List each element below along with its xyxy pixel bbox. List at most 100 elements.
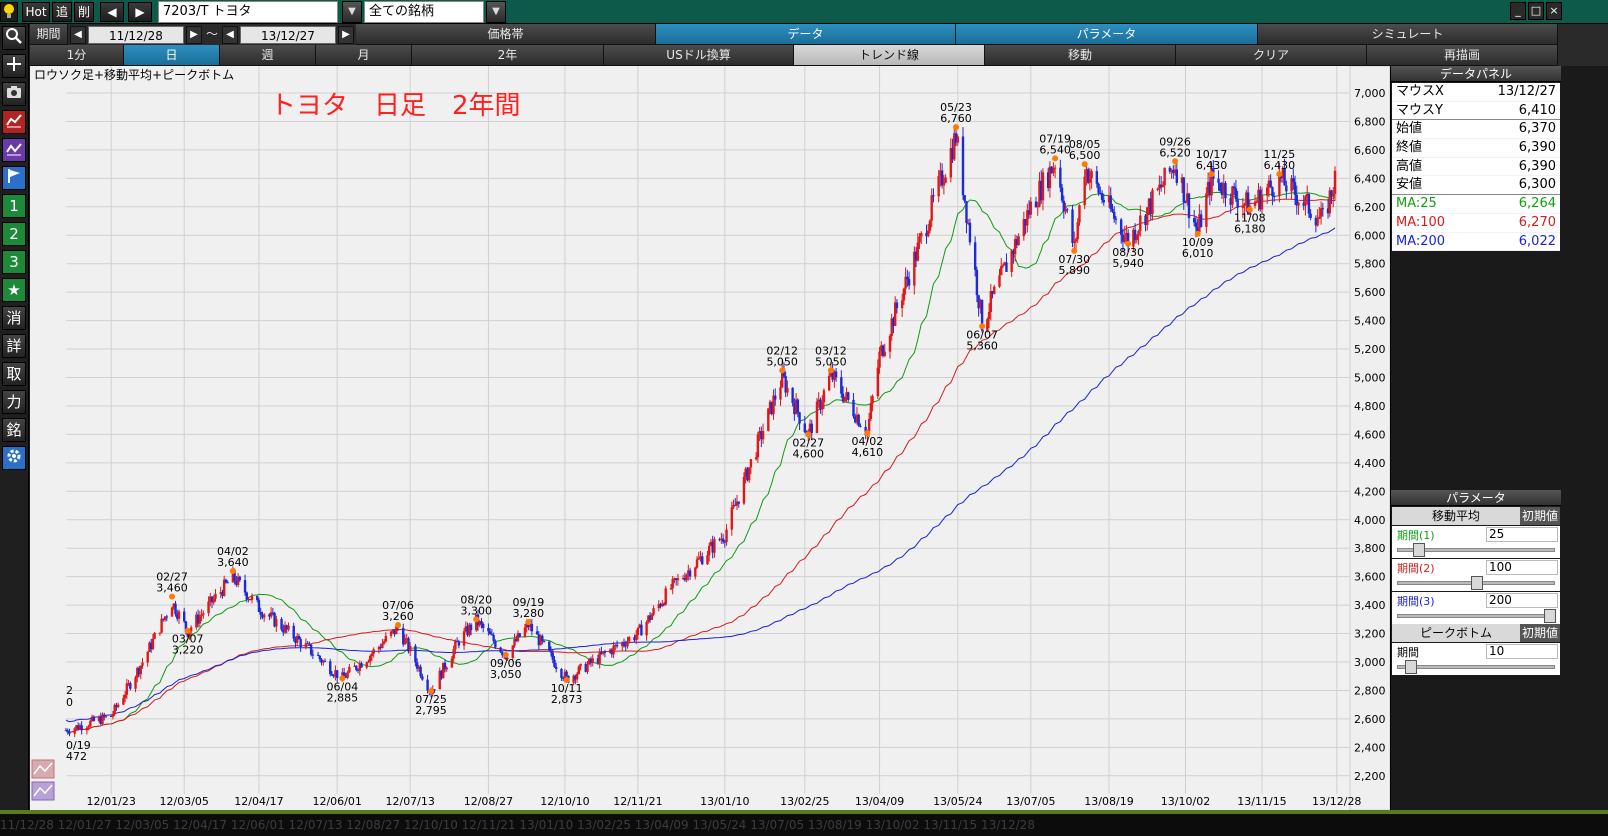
span-2year-button[interactable]: 2年 bbox=[412, 45, 604, 66]
indicator-icon[interactable] bbox=[2, 138, 26, 162]
candle-body bbox=[940, 170, 944, 186]
candle-body bbox=[113, 704, 116, 715]
universe-dropdown-icon[interactable]: ▼ bbox=[486, 1, 506, 23]
overlay-indicator-icon[interactable] bbox=[31, 781, 55, 801]
range-month-button[interactable]: 月 bbox=[316, 45, 412, 66]
range-1min-button[interactable]: 1分 bbox=[30, 45, 124, 66]
candle-body bbox=[810, 423, 813, 434]
close-button[interactable]: × bbox=[1546, 2, 1562, 20]
move-button[interactable]: 移動 bbox=[985, 45, 1176, 66]
candle-body bbox=[116, 704, 120, 708]
redraw-button[interactable]: 再描画 bbox=[1367, 45, 1558, 66]
slot-3-button[interactable]: 3 bbox=[2, 250, 26, 274]
next-symbol-button[interactable]: ▶ bbox=[128, 2, 152, 22]
symbol-list-button[interactable]: 銘 bbox=[2, 418, 26, 442]
usd-convert-button[interactable]: USドル換算 bbox=[604, 45, 794, 66]
peak-value-label: 2,873 bbox=[551, 693, 583, 706]
candle-body bbox=[979, 299, 982, 309]
x-tick-label: 12/06/01 bbox=[312, 795, 361, 808]
to-date-field[interactable]: 13/12/27 bbox=[240, 26, 336, 44]
from-prev-arrow[interactable]: ◀ bbox=[70, 26, 86, 44]
star-icon[interactable]: ★ bbox=[2, 278, 26, 302]
symbol-dropdown-icon[interactable]: ▼ bbox=[342, 1, 362, 23]
flag-icon[interactable] bbox=[2, 166, 26, 190]
pb-period-input[interactable]: 10 bbox=[1486, 644, 1558, 659]
minimize-button[interactable]: _ bbox=[1510, 2, 1526, 20]
period3-input[interactable]: 200 bbox=[1486, 593, 1558, 608]
tab-data[interactable]: データ bbox=[656, 24, 956, 45]
candle-body bbox=[259, 611, 262, 615]
prev-symbol-button[interactable]: ◀ bbox=[100, 2, 124, 22]
tab-parameter[interactable]: パラメータ bbox=[956, 24, 1258, 45]
ma-reset-button[interactable]: 初期値 bbox=[1520, 507, 1560, 525]
maximize-button[interactable]: □ bbox=[1528, 2, 1544, 20]
candle-body bbox=[720, 538, 723, 540]
period3-thumb[interactable] bbox=[1544, 609, 1556, 623]
pb-reset-button[interactable]: 初期値 bbox=[1520, 624, 1560, 642]
to-prev-arrow[interactable]: ◀ bbox=[222, 26, 238, 44]
delete-button[interactable]: 削 bbox=[74, 2, 94, 22]
candlestick-chart[interactable]: 2,200 2,400 2,600 2,800 3,000 3,200 3,400 3,600… bbox=[30, 66, 1390, 810]
erase-button[interactable]: 消 bbox=[2, 306, 26, 330]
bulb-icon[interactable] bbox=[0, 2, 18, 22]
symbol-field[interactable]: 7203/T トヨタ bbox=[158, 1, 338, 23]
y-tick-label: 2,200 bbox=[1354, 770, 1386, 783]
search-icon[interactable] bbox=[2, 26, 26, 50]
candle-body bbox=[645, 621, 648, 636]
candle-body bbox=[1241, 205, 1245, 208]
tab-simulate[interactable]: シミュレート bbox=[1258, 24, 1558, 45]
detail-button[interactable]: 詳 bbox=[2, 334, 26, 358]
camera-icon[interactable] bbox=[2, 82, 26, 106]
from-date-field[interactable]: 11/12/28 bbox=[88, 26, 184, 44]
peak-marker bbox=[1052, 155, 1059, 162]
period1-thumb[interactable] bbox=[1412, 543, 1425, 557]
candle-body bbox=[466, 626, 469, 636]
period2-slider[interactable] bbox=[1397, 576, 1555, 590]
y-tick-label: 3,000 bbox=[1354, 656, 1386, 669]
range-week-button[interactable]: 週 bbox=[220, 45, 316, 66]
slot-2-button[interactable]: 2 bbox=[2, 222, 26, 246]
zoom-in-icon[interactable] bbox=[2, 54, 26, 78]
period2-thumb[interactable] bbox=[1471, 576, 1483, 590]
hot-button[interactable]: Hot bbox=[22, 2, 50, 22]
candle-body bbox=[880, 345, 883, 352]
period1-slider[interactable] bbox=[1397, 543, 1555, 557]
candle-body bbox=[141, 662, 144, 666]
candle-body bbox=[125, 683, 129, 695]
candle-body bbox=[1071, 209, 1074, 244]
candle-body bbox=[1305, 194, 1309, 197]
pb-slider[interactable] bbox=[1397, 660, 1555, 674]
range-day-button[interactable]: 日 bbox=[124, 45, 220, 66]
overlay-chart-icon[interactable] bbox=[31, 759, 55, 779]
peak-bottom-markers: 02/273,46003/073,22004/023,64006/042,885… bbox=[156, 101, 1295, 717]
bottom-accent-bar bbox=[0, 810, 1608, 814]
candle-body bbox=[68, 732, 71, 734]
gear-icon[interactable] bbox=[2, 446, 26, 470]
input-button[interactable]: 力 bbox=[2, 390, 26, 414]
slot-1-button[interactable]: 1 bbox=[2, 194, 26, 218]
candle-body bbox=[316, 654, 320, 656]
pb-thumb[interactable] bbox=[1405, 660, 1418, 674]
chart-line-icon[interactable] bbox=[2, 110, 26, 134]
period2-input[interactable]: 100 bbox=[1486, 560, 1558, 575]
peak-date-label: 07/30 bbox=[1058, 253, 1090, 266]
period1-input[interactable]: 25 bbox=[1486, 527, 1558, 542]
trade-button[interactable]: 取 bbox=[2, 362, 26, 386]
to-next-arrow[interactable]: ▶ bbox=[338, 26, 354, 44]
from-next-arrow[interactable]: ▶ bbox=[186, 26, 202, 44]
candle-body bbox=[160, 618, 163, 633]
candle-body bbox=[87, 726, 90, 728]
y-tick-label: 3,800 bbox=[1354, 542, 1386, 555]
trendline-button[interactable]: トレンド線 bbox=[794, 45, 985, 66]
tab-price-band[interactable]: 価格帯 bbox=[356, 24, 656, 45]
clear-button[interactable]: クリア bbox=[1176, 45, 1367, 66]
candle-body bbox=[1034, 201, 1038, 208]
candle-body bbox=[598, 651, 601, 664]
x-tick-label: 13/02/25 bbox=[780, 795, 829, 808]
universe-select[interactable]: 全ての銘柄 bbox=[364, 1, 484, 23]
add-button[interactable]: 追 bbox=[52, 2, 72, 22]
chart-area[interactable]: 2,200 2,400 2,600 2,800 3,000 3,200 3,400 3,600… bbox=[30, 66, 1390, 810]
candle-body bbox=[1333, 170, 1337, 194]
period3-slider[interactable] bbox=[1397, 609, 1556, 623]
candle-body bbox=[287, 625, 290, 630]
